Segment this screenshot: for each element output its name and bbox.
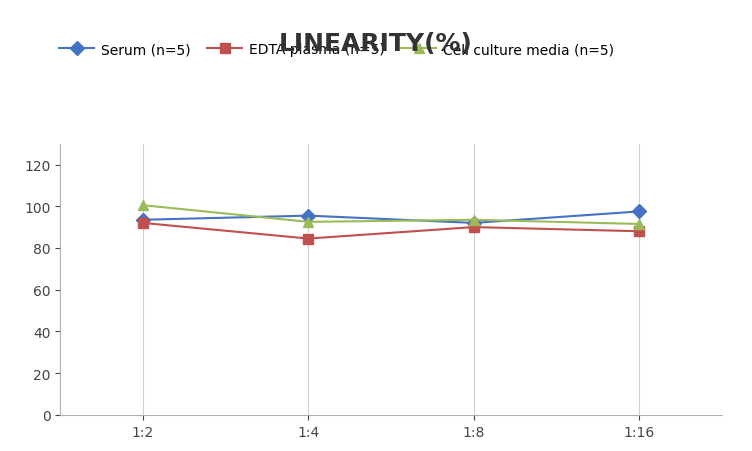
Cell culture media (n=5) [304,220,313,225]
EDTA plasma (n=5) [469,225,478,230]
Serum (n=5) [304,213,313,219]
Cell culture media (n=5) [138,203,147,208]
EDTA plasma (n=5) [304,236,313,242]
EDTA plasma (n=5) [138,221,147,226]
Cell culture media (n=5) [635,222,644,227]
Serum (n=5) [469,221,478,226]
Serum (n=5) [635,209,644,215]
Line: Cell culture media (n=5): Cell culture media (n=5) [138,201,644,229]
Legend: Serum (n=5), EDTA plasma (n=5), Cell culture media (n=5): Serum (n=5), EDTA plasma (n=5), Cell cul… [54,37,620,63]
EDTA plasma (n=5) [635,229,644,235]
Cell culture media (n=5) [469,217,478,223]
Text: LINEARITY(%): LINEARITY(%) [279,32,473,55]
Line: Serum (n=5): Serum (n=5) [138,207,644,228]
Line: EDTA plasma (n=5): EDTA plasma (n=5) [138,219,644,244]
Serum (n=5) [138,217,147,223]
